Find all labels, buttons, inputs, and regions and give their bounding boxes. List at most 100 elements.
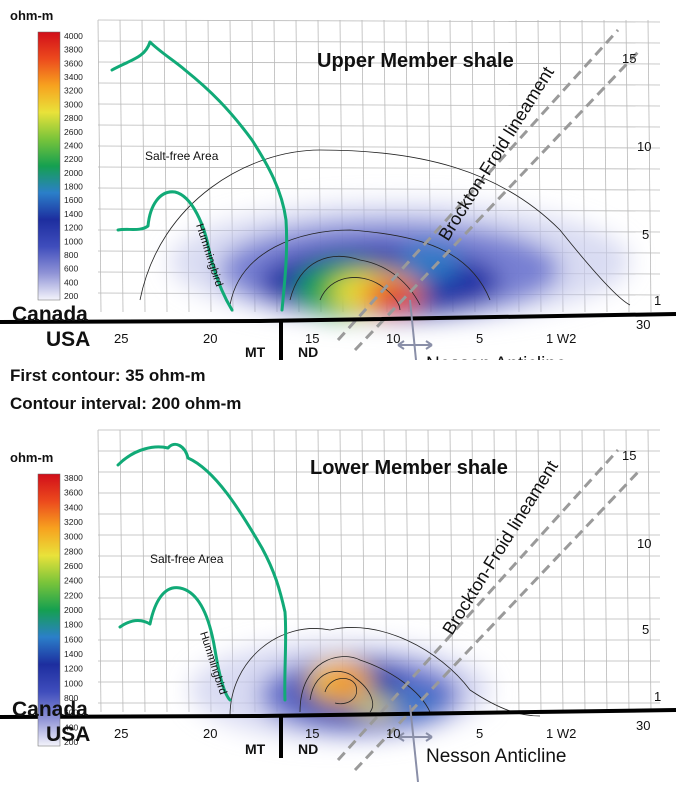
nesson-axis-line (409, 704, 419, 783)
grid-line (493, 429, 498, 713)
grid-line (97, 40, 661, 44)
grid-line (471, 429, 476, 713)
contour-line (299, 656, 431, 713)
colorbar-tick-label: 600 (64, 264, 78, 274)
colorbar-tick-label: 2400 (64, 576, 83, 586)
colorbar-tick-label: 1200 (64, 664, 83, 674)
colorbar-tick-label: 600 (64, 708, 78, 718)
colorbar-tick-label: 1600 (64, 634, 83, 644)
range-label: 15 (305, 726, 319, 741)
panel-title: Upper Member shale (317, 50, 514, 72)
grid-line (559, 429, 564, 713)
boundary-line (116, 190, 234, 312)
nd-label: ND (298, 741, 318, 757)
lineament-line (336, 28, 620, 342)
grid-line (537, 429, 542, 713)
range-label: 1 W2 (546, 726, 576, 741)
colorbar-tick-label: 3600 (64, 488, 83, 498)
range-label: 5 (476, 726, 483, 741)
grid-line (163, 19, 168, 313)
range-label: 5 (476, 331, 483, 346)
colorbar-tick-label: 1800 (64, 620, 83, 630)
colorbar (37, 31, 61, 301)
grid-line (97, 103, 661, 107)
township-label: 30 (636, 317, 650, 332)
colorbar-tick-label: 2400 (64, 140, 83, 150)
lineament-line (336, 448, 620, 762)
boundary-line (110, 40, 289, 312)
contour-interval-note: Contour interval: 200 ohm-m (10, 394, 242, 413)
grid-line (185, 429, 190, 713)
colorbar-tick-label: 400 (64, 722, 78, 732)
usa-label: USA (46, 723, 90, 746)
colorbar-tick-label: 3400 (64, 72, 83, 82)
resistivity-anomaly (190, 640, 490, 740)
township-label: 1 (654, 293, 661, 308)
colorbar-tick-label: 1600 (64, 195, 83, 205)
first-contour-note: First contour: 35 ohm-m (10, 366, 206, 385)
colorbar-tick-label: 400 (64, 277, 78, 287)
nesson-arrow-icon (397, 732, 433, 742)
colorbar-tick-label: 200 (64, 737, 78, 747)
contour-line (319, 277, 401, 311)
colorbar-tick-label: 1800 (64, 182, 83, 192)
colorbar-tick-label: 3800 (64, 473, 83, 483)
grid-line (119, 429, 124, 713)
range-label: 15 (305, 331, 319, 346)
grid-line (97, 429, 102, 713)
colorbar-tick-label: 3400 (64, 502, 83, 512)
lineament-lines (336, 28, 642, 352)
salt-free-boundary-lines (110, 40, 289, 312)
legend-unit: ohm-m (10, 8, 53, 23)
colorbar-tick-label: 1000 (64, 236, 83, 246)
range-label: 20 (203, 331, 217, 346)
contour-line (289, 256, 421, 306)
colorbar-tick-label: 3600 (64, 58, 83, 68)
grid-line (97, 166, 661, 170)
anomaly-blob (353, 700, 397, 716)
range-label: 25 (114, 726, 128, 741)
township-label: 5 (642, 227, 649, 242)
range-label: 20 (203, 726, 217, 741)
colorbar-tick-label: 800 (64, 693, 78, 703)
contour-lines (139, 149, 631, 311)
grid-line (647, 429, 652, 713)
anomaly-blob (371, 283, 419, 311)
lineament-line (353, 468, 642, 772)
upper-member-panel: ohm-m 4000 3800 3600 3400 3200 3000 2800 2600 240… (0, 0, 676, 381)
anomaly-blob (400, 242, 460, 282)
grid-line (515, 429, 520, 713)
range-label: 1 W2 (546, 331, 576, 346)
boundary-line (116, 442, 288, 702)
nesson-anticline-label: Nesson Anticline (426, 354, 566, 360)
range-label: 10 (386, 331, 400, 346)
township-label: 10 (637, 139, 651, 154)
range-label: 25 (114, 331, 128, 346)
salt-free-area-label: Salt-free Area (150, 552, 224, 566)
grid-line (97, 124, 661, 128)
colorbar-tick-label: 2200 (64, 154, 83, 164)
colorbar-tick-label: 2800 (64, 113, 83, 123)
grid-line (97, 82, 661, 86)
nesson-arrow-icon (397, 340, 433, 350)
range-label: 10 (386, 726, 400, 741)
lineament-label: Brockton-Froid lineament (438, 457, 562, 638)
legend-unit: ohm-m (10, 450, 53, 465)
colorbar-tick-label: 1000 (64, 678, 83, 688)
grid-line (603, 429, 608, 713)
colorbar-tick-label: 1200 (64, 223, 83, 233)
township-label: 15 (622, 51, 636, 66)
nesson-anticline-label: Nesson Anticline (426, 746, 566, 767)
contour-lines (229, 627, 541, 717)
contour-line (139, 149, 631, 306)
lineament-line (353, 48, 642, 352)
grid-line (97, 19, 661, 23)
colorbar-tick-label: 2800 (64, 546, 83, 556)
colorbar-tick-label: 3200 (64, 86, 83, 96)
township-label: 1 (654, 689, 661, 704)
colorbar-tick-label: 3000 (64, 99, 83, 109)
mt-label: MT (245, 741, 266, 757)
colorbar-tick-label: 2000 (64, 168, 83, 178)
grid-line (581, 429, 586, 713)
grid-line (97, 19, 102, 313)
